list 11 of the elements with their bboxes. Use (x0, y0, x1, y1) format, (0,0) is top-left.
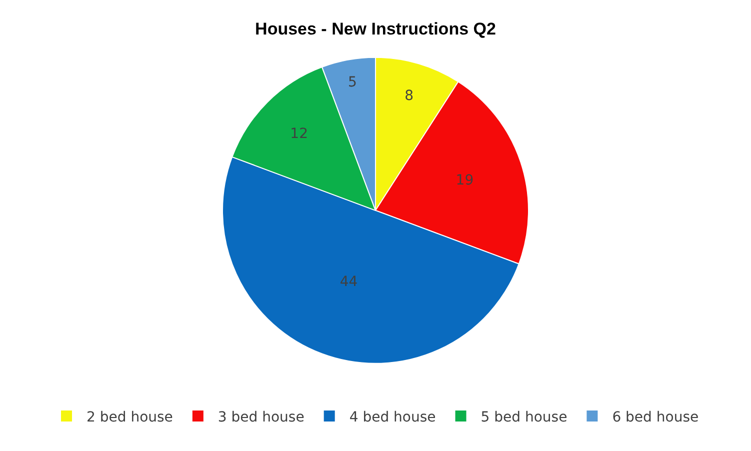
data-label: 5 (348, 74, 357, 91)
data-label: 19 (456, 172, 474, 189)
data-label: 12 (290, 126, 308, 142)
legend-label: 4 bed house (349, 409, 436, 426)
data-label: 8 (404, 88, 414, 104)
legend-label: 3 bed house (218, 409, 304, 426)
legend-label: 5 bed house (480, 409, 568, 426)
chart-title: Houses - New Instructions Q2 (255, 19, 496, 38)
legend-label: 2 bed house (86, 409, 173, 426)
legend-label: 6 bed house (612, 409, 699, 426)
data-label: 44 (340, 274, 358, 290)
